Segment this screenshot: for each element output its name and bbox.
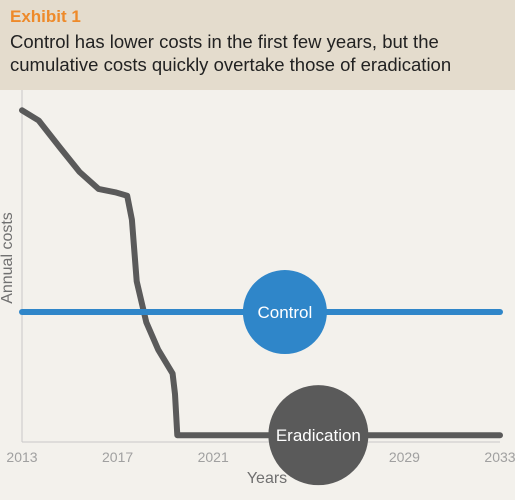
chart-subtitle: Control has lower costs in the first few… xyxy=(10,31,452,75)
x-tick-label: 2033 xyxy=(484,449,515,465)
series-label-control: Control xyxy=(257,303,312,322)
line-chart: 201320172021202520292033ControlEradicati… xyxy=(6,90,515,486)
x-tick-label: 2021 xyxy=(198,449,229,465)
series-bubble-control xyxy=(242,270,327,355)
series-label-eradication: Eradication xyxy=(276,426,361,445)
chart-header: Exhibit 1 Control has lower costs in the… xyxy=(0,0,515,90)
x-axis-label: Years xyxy=(246,470,288,487)
exhibit-label: Exhibit 1 xyxy=(10,7,81,26)
y-axis-label: Annual costs xyxy=(0,212,16,304)
x-tick-label: 2029 xyxy=(389,449,420,465)
series-bubble-eradication xyxy=(268,385,369,486)
series-line-eradication xyxy=(19,107,503,439)
x-tick-label: 2013 xyxy=(6,449,37,465)
x-tick-label: 2017 xyxy=(102,449,133,465)
